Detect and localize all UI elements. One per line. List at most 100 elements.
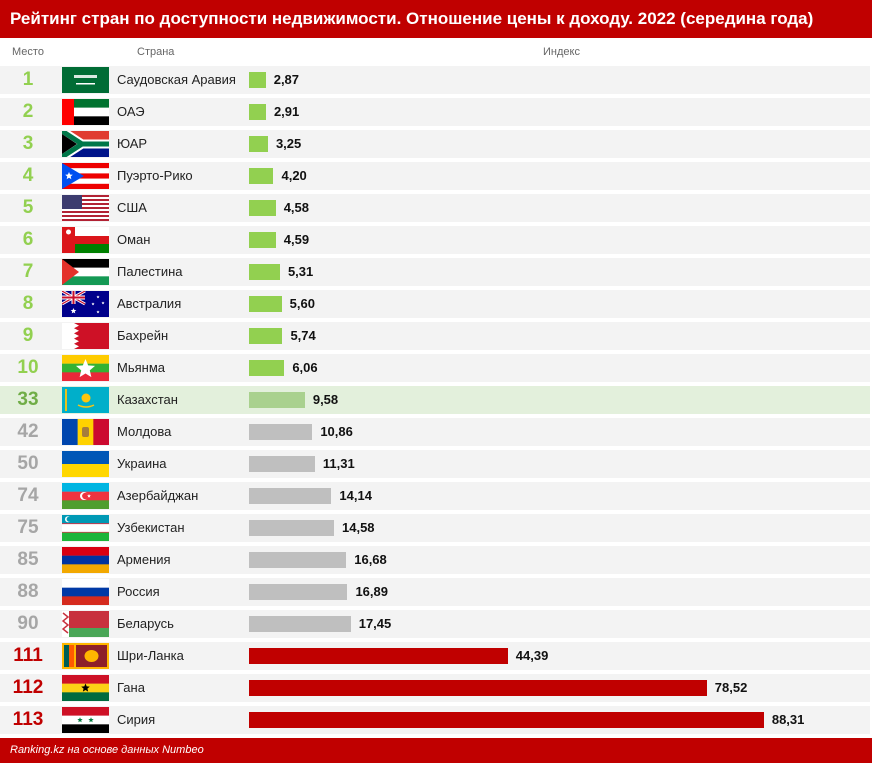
country-label: Шри-Ланка [117, 648, 184, 663]
rank-label: 3 [22, 133, 34, 154]
table-row: 112 Гана 78,52 [0, 674, 872, 702]
row-background [0, 514, 870, 542]
value-label: 16,68 [354, 552, 387, 567]
country-label: Молдова [117, 424, 172, 439]
row-background [0, 98, 870, 126]
value-label: 78,52 [714, 680, 748, 695]
bar [249, 712, 764, 728]
table-row: 10 Мьянма 6,06 [0, 354, 872, 382]
value-label: 5,60 [289, 296, 315, 311]
country-label: Сирия [117, 712, 156, 727]
russia-flag [62, 579, 109, 606]
column-header-country: Страна [137, 46, 175, 58]
rank-label: 42 [17, 421, 39, 442]
row-background [0, 322, 870, 350]
saudi-arabia-flag [62, 67, 109, 93]
country-label: Пуэрто-Рико [117, 168, 193, 183]
sri-lanka-flag [62, 643, 109, 669]
rank-label: 112 [12, 677, 44, 698]
rank-label: 33 [17, 389, 39, 410]
table-row: 50 Украина 11,31 [0, 450, 872, 478]
bar [249, 392, 305, 408]
table-row: 6 Оман 4,59 [0, 226, 872, 254]
chart-footer: Ranking.kz на основе данных Numbeo [0, 738, 872, 763]
table-row: 90 Беларусь 17,45 [0, 610, 872, 638]
row-background [0, 290, 870, 318]
value-label: 2,91 [273, 104, 300, 119]
chart-title: Рейтинг стран по доступности недвижимост… [10, 9, 814, 28]
table-row: 74 Азербайджан 14,14 [0, 482, 872, 510]
table-row: 85 Армения 16,68 [0, 546, 872, 574]
value-label: 14,58 [342, 520, 375, 535]
value-label: 3,25 [275, 136, 302, 151]
value-label: 88,31 [771, 712, 805, 727]
country-label: Армения [117, 552, 171, 567]
rank-label: 6 [22, 229, 34, 250]
bar [249, 520, 334, 536]
country-label: Россия [117, 584, 160, 599]
country-label: Мьянма [117, 360, 165, 375]
row-background [0, 546, 870, 574]
bar [249, 136, 268, 152]
table-row: 8 Австралия 5,60 [0, 289, 872, 318]
palestine-flag [62, 259, 109, 286]
ukraine-flag [62, 451, 109, 478]
row-background [0, 226, 870, 254]
value-label: 9,58 [312, 392, 339, 407]
table-row: 111 Шри-Ланка 44,39 [0, 642, 872, 670]
country-label: Беларусь [117, 616, 174, 631]
usa-flag [62, 195, 109, 221]
myanmar-flag [62, 355, 109, 382]
country-label: США [117, 200, 147, 215]
south-africa-flag [59, 127, 109, 161]
country-label: Палестина [117, 264, 183, 279]
country-label: Узбекистан [117, 520, 185, 535]
bar [249, 648, 508, 664]
bar [249, 72, 266, 88]
oman-flag [62, 227, 109, 253]
row-background [0, 482, 870, 510]
value-label: 11,31 [322, 456, 355, 471]
country-label: Австралия [117, 296, 182, 311]
table-row: 4 Пуэрто-Рико 4,20 [0, 162, 872, 190]
bar [249, 424, 313, 440]
value-label: 4,59 [283, 232, 310, 247]
value-label: 44,39 [515, 648, 549, 663]
row-background [0, 386, 870, 414]
bar [249, 264, 280, 280]
bar [249, 296, 282, 312]
bar [249, 456, 315, 472]
rank-label: 8 [22, 293, 34, 314]
rank-label: 90 [17, 613, 39, 634]
table-row: 88 Россия 16,89 [0, 578, 872, 606]
bar [249, 360, 285, 376]
rank-label: 5 [22, 197, 34, 218]
row-background [0, 130, 870, 158]
value-label: 14,14 [339, 488, 372, 503]
country-label: Саудовская Аравия [117, 72, 236, 87]
bar [249, 552, 347, 568]
table-row: 9 Бахрейн 5,74 [0, 322, 872, 350]
bar [249, 168, 274, 184]
bar [249, 104, 266, 120]
uae-flag [62, 99, 109, 126]
bar [249, 328, 283, 344]
row-background [0, 258, 870, 286]
value-label: 17,45 [358, 616, 392, 631]
rank-label: 85 [17, 549, 39, 570]
row-background [0, 194, 870, 222]
bar [249, 680, 707, 696]
australia-flag [61, 289, 109, 317]
value-label: 4,58 [283, 200, 309, 215]
rank-label: 1 [22, 69, 34, 90]
bar [249, 488, 332, 504]
rank-label: 113 [12, 709, 44, 730]
table-row: 33 Казахстан 9,58 [0, 386, 872, 414]
ghana-flag [62, 675, 109, 702]
column-header-index: Индекс [543, 46, 580, 58]
rank-label: 111 [13, 645, 43, 666]
rank-label: 88 [17, 581, 39, 602]
kazakhstan-flag [62, 387, 109, 413]
belarus-flag [61, 611, 109, 637]
row-background [0, 610, 870, 638]
